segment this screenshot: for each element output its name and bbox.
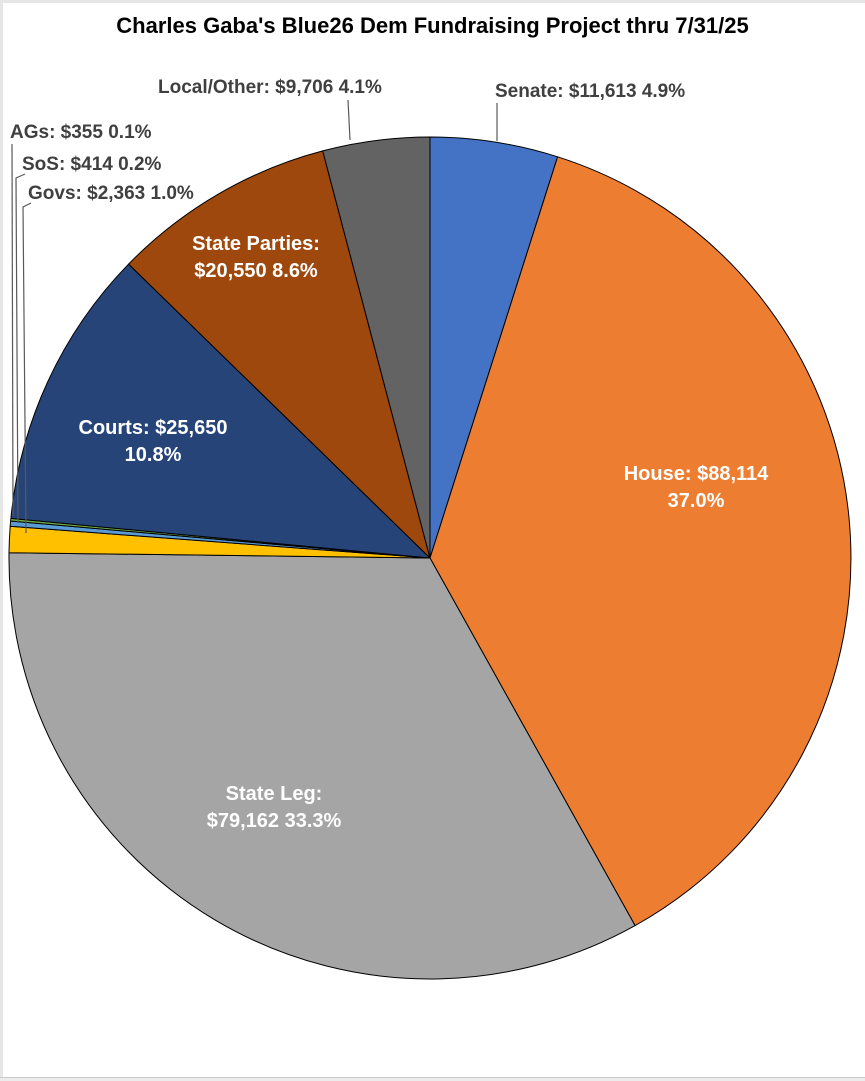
- leader-line-sos: [15, 173, 26, 524]
- slice-label-courts: Courts: $25,650 10.8%: [79, 417, 228, 466]
- pie-slice-state-parties: [128, 150, 431, 559]
- chart-title: Charles Gaba's Blue26 Dem Fundraising Pr…: [116, 13, 749, 38]
- slice-label-state-parties: State Parties: $20,550 8.6%: [192, 233, 320, 282]
- window-edge-left: [0, 0, 3, 1081]
- pie-slices: [8, 136, 852, 980]
- pie-slice-house: [429, 156, 852, 927]
- window-edge-bottom: [0, 1077, 865, 1081]
- slice-label-local-other: Local/Other: $9,706 4.1%: [158, 77, 382, 98]
- slice-label-senate: Senate: $11,613 4.9%: [495, 81, 685, 102]
- slice-label-house: House: $88,114 37.0%: [624, 463, 769, 512]
- slice-label-govs: Govs: $2,363 1.0%: [28, 183, 194, 204]
- slice-labels: Senate: $11,613 4.9% House: $88,114 37.0% S…: [10, 77, 769, 832]
- pie-slice-courts: [10, 263, 431, 559]
- slice-label-sos: SoS: $414 0.2%: [22, 154, 162, 175]
- leader-lines: [11, 99, 498, 534]
- leader-line-local-other: [347, 99, 351, 141]
- leader-line-govs: [22, 202, 32, 534]
- pie-slice-local-other: [322, 136, 431, 559]
- pie-slice-state-leg: [8, 552, 636, 980]
- window-edge-top: [0, 0, 865, 3]
- slice-label-ags: AGs: $355 0.1%: [10, 122, 152, 143]
- leader-line-ags: [11, 143, 14, 517]
- slice-label-state-leg: State Leg: $79,162 33.3%: [207, 783, 342, 832]
